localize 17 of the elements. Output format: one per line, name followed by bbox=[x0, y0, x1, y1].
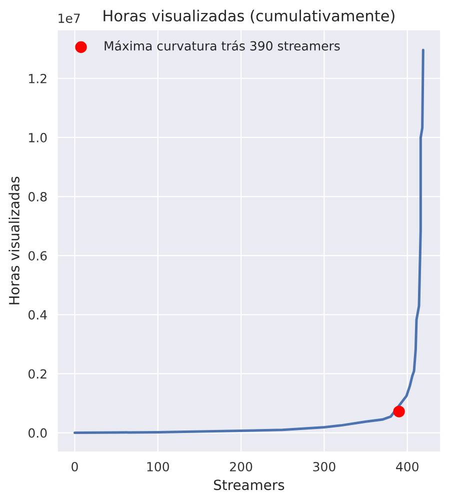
x-axis-title: Streamers bbox=[214, 480, 284, 490]
y-axis-title: Horas visualizadas bbox=[8, 176, 20, 304]
x-tick-label: 400 bbox=[396, 462, 418, 472]
chart-title: Horas visualizadas (cumulativamente) bbox=[104, 10, 394, 24]
legend-label: Máxima curvatura trás 390 streamers bbox=[104, 40, 340, 51]
y-tick-label: 1.2 bbox=[29, 74, 46, 84]
y-tick-label: 0.4 bbox=[28, 310, 47, 320]
y-tick-label: 0.0 bbox=[28, 428, 47, 438]
y-tick-label: 0.6 bbox=[28, 251, 47, 261]
text: 1e7 bbox=[58, 14, 80, 23]
y-tick-label: 1.0 bbox=[29, 132, 47, 142]
x-tick-label: 0 bbox=[72, 462, 78, 472]
x-tick-label: 100 bbox=[147, 462, 169, 472]
y-tick-label: 0.8 bbox=[28, 192, 47, 202]
x-tick-label: 200 bbox=[230, 462, 252, 472]
y-tick-label: 0.2 bbox=[28, 369, 46, 379]
x-tick-label: 300 bbox=[313, 462, 336, 472]
